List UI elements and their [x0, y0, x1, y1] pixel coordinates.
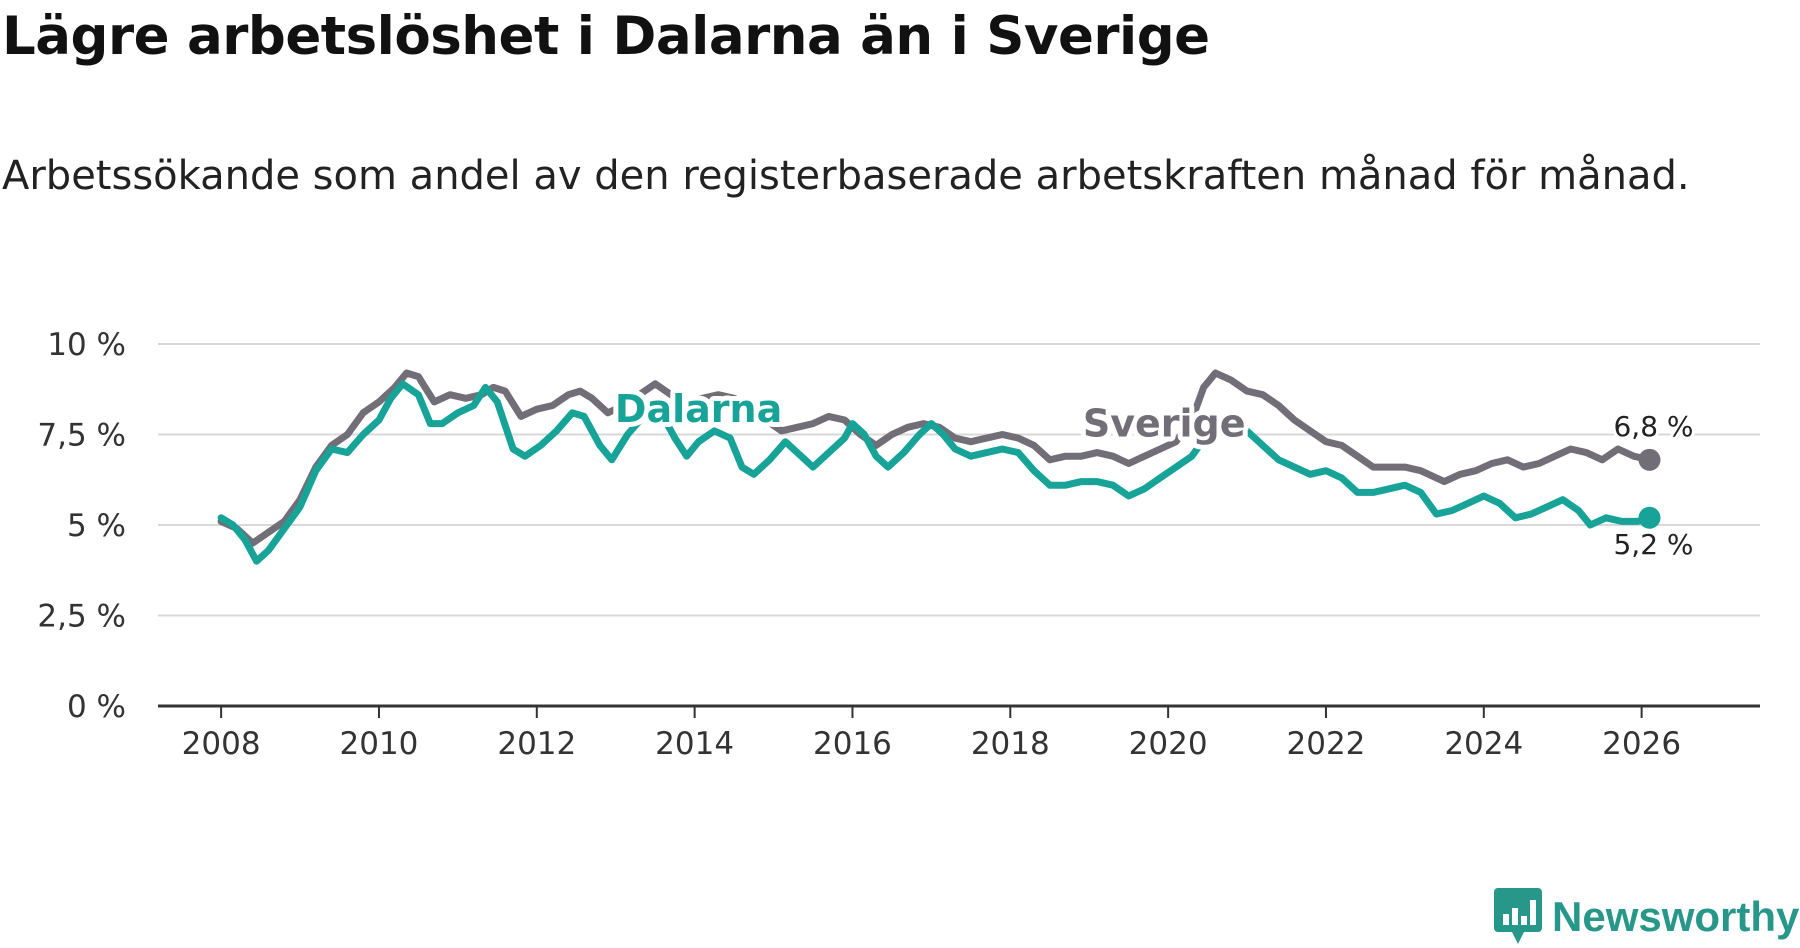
axes: 0 % 2,5 % 5 % 7,5 % 10 % 2008 2010 2012 2014 2016…	[37, 327, 1760, 762]
x-tick-label: 2008	[182, 726, 261, 762]
y-tick-label: 2,5 %	[37, 599, 126, 635]
sverige-line	[217, 369, 1653, 547]
x-tick-label: 2014	[655, 726, 734, 762]
series-labels: Sverige Dalarna 6,8 % 5,2 %	[610, 382, 1697, 564]
chart-title: Lägre arbetslöshet i Dalarna än i Sverig…	[2, 6, 1210, 67]
y-tick-label: 10 %	[47, 327, 126, 363]
newsworthy-logo-icon	[1494, 888, 1542, 944]
dalarna-series-label: Dalarna	[615, 387, 782, 431]
x-tick-label: 2012	[497, 726, 576, 762]
chart-subtitle: Arbetssökande som andel av den registerb…	[2, 153, 1690, 199]
dalarna-end-label: 5,2 %	[1613, 528, 1693, 561]
dalarna-line	[217, 380, 1653, 565]
x-tick-label: 2010	[340, 726, 419, 762]
newsworthy-logo[interactable]: Newsworthy	[1494, 888, 1799, 946]
y-tick-label: 5 %	[67, 508, 126, 544]
sverige-end-point	[1638, 448, 1661, 471]
x-tick-label: 2026	[1602, 726, 1681, 762]
x-tick-label: 2024	[1444, 726, 1523, 762]
series-lines	[217, 369, 1661, 565]
y-tick-label: 0 %	[67, 689, 126, 725]
dalarna-end-point	[1638, 506, 1661, 529]
sverige-series-label: Sverige	[1083, 401, 1246, 445]
y-tick-label: 7,5 %	[37, 418, 126, 454]
x-tick-label: 2022	[1287, 726, 1366, 762]
x-tick-label: 2020	[1129, 726, 1208, 762]
newsworthy-logo-text: Newsworthy	[1552, 893, 1800, 940]
sverige-end-label: 6,8 %	[1613, 410, 1693, 443]
x-tick-label: 2016	[813, 726, 892, 762]
x-tick-label: 2018	[971, 726, 1050, 762]
grid-lines	[158, 343, 1760, 617]
